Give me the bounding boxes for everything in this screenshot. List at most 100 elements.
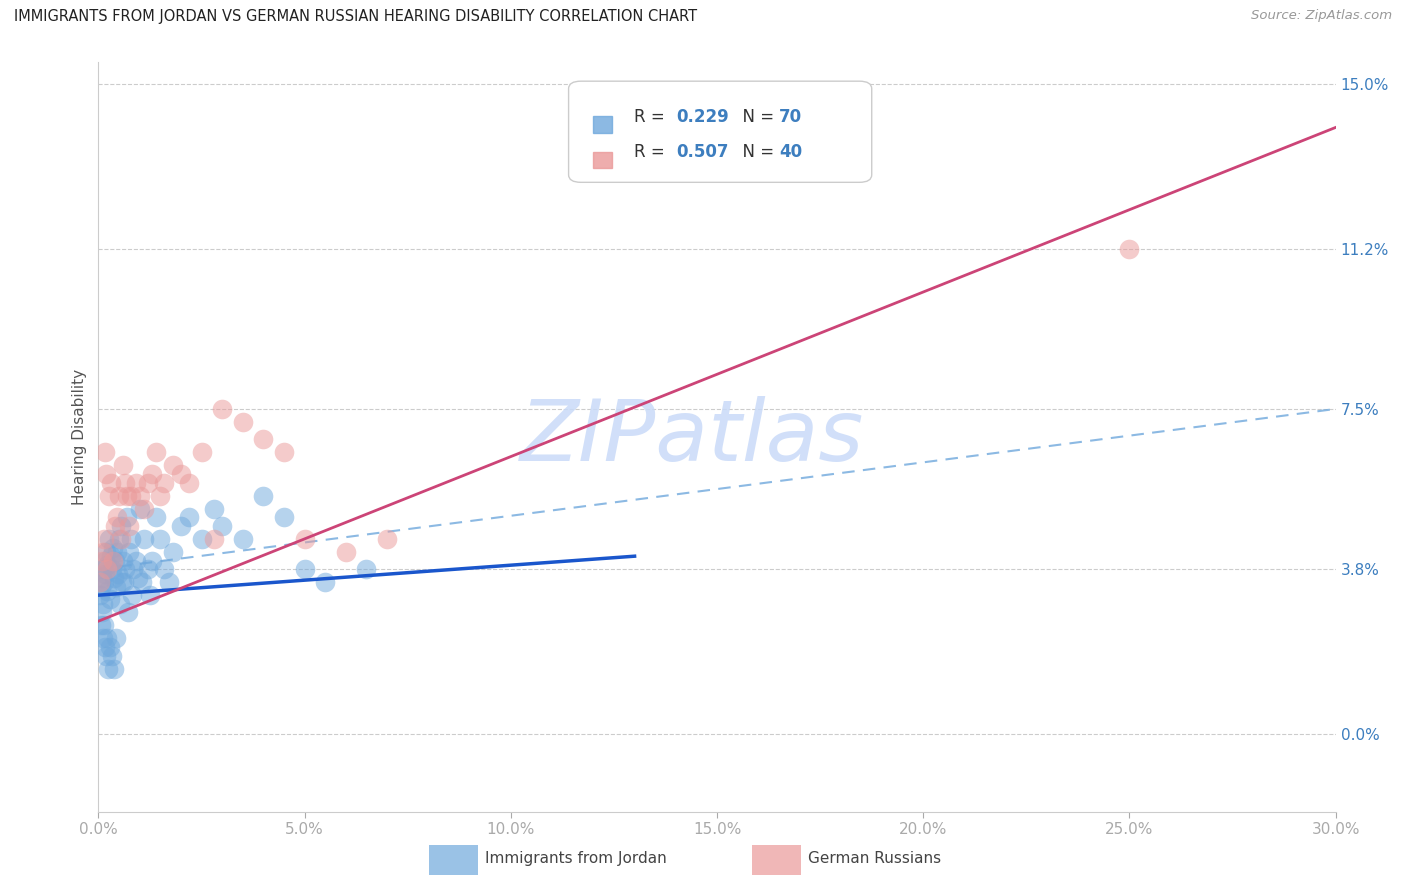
- Point: [122, 562, 145, 576]
- Point: [101, 553, 124, 567]
- Point: [170, 467, 193, 481]
- Point: [294, 532, 316, 546]
- Point: [111, 575, 134, 590]
- Text: N =: N =: [733, 144, 779, 161]
- FancyBboxPatch shape: [593, 152, 613, 168]
- Text: 70: 70: [779, 108, 801, 126]
- Point: [105, 545, 128, 559]
- Point: [90, 580, 112, 594]
- Point: [294, 562, 316, 576]
- Point: [94, 545, 117, 559]
- Point: [117, 606, 139, 620]
- Point: [118, 545, 141, 559]
- Point: [114, 475, 136, 490]
- Text: R =: R =: [634, 108, 671, 126]
- Point: [112, 575, 135, 590]
- Text: IMMIGRANTS FROM JORDAN VS GERMAN RUSSIAN HEARING DISABILITY CORRELATION CHART: IMMIGRANTS FROM JORDAN VS GERMAN RUSSIAN…: [14, 9, 697, 24]
- Point: [153, 562, 176, 576]
- Point: [273, 510, 295, 524]
- Point: [170, 519, 193, 533]
- Point: [108, 597, 131, 611]
- Point: [314, 575, 336, 590]
- Text: ZIPatlas: ZIPatlas: [520, 395, 865, 479]
- Point: [96, 558, 118, 572]
- Text: N =: N =: [733, 108, 779, 126]
- Point: [128, 501, 150, 516]
- Point: [103, 571, 125, 585]
- Point: [179, 475, 201, 490]
- Point: [121, 588, 143, 602]
- Point: [179, 510, 201, 524]
- Point: [94, 467, 117, 481]
- Point: [110, 532, 132, 546]
- Point: [100, 648, 122, 663]
- Bar: [752, 846, 801, 875]
- Point: [124, 475, 146, 490]
- Point: [90, 618, 112, 632]
- Point: [100, 475, 122, 490]
- Text: 0.229: 0.229: [676, 108, 728, 126]
- Point: [104, 632, 127, 646]
- Point: [89, 575, 111, 590]
- Point: [1118, 242, 1140, 256]
- Point: [91, 597, 114, 611]
- Point: [103, 662, 125, 676]
- Point: [104, 553, 127, 567]
- Point: [273, 445, 295, 459]
- Point: [93, 575, 115, 590]
- Point: [112, 553, 135, 567]
- Point: [93, 445, 115, 459]
- Point: [190, 532, 212, 546]
- Point: [145, 510, 167, 524]
- Text: Immigrants from Jordan: Immigrants from Jordan: [485, 851, 666, 866]
- Point: [356, 562, 378, 576]
- Point: [101, 541, 124, 555]
- Point: [90, 553, 112, 567]
- Text: 0.507: 0.507: [676, 144, 728, 161]
- Text: Source: ZipAtlas.com: Source: ZipAtlas.com: [1251, 9, 1392, 22]
- Point: [97, 532, 120, 546]
- Point: [149, 532, 172, 546]
- Point: [96, 583, 118, 598]
- Point: [93, 562, 115, 576]
- FancyBboxPatch shape: [593, 116, 613, 133]
- Point: [97, 662, 120, 676]
- Point: [105, 510, 128, 524]
- Point: [145, 445, 167, 459]
- Text: German Russians: German Russians: [808, 851, 942, 866]
- Point: [110, 519, 132, 533]
- Point: [93, 618, 115, 632]
- Point: [91, 545, 114, 559]
- Point: [120, 532, 142, 546]
- Point: [335, 545, 357, 559]
- Point: [89, 588, 111, 602]
- Point: [93, 532, 115, 546]
- Point: [96, 632, 118, 646]
- Point: [211, 401, 233, 416]
- Point: [90, 571, 112, 585]
- Point: [128, 489, 150, 503]
- Point: [94, 553, 117, 567]
- Point: [136, 475, 159, 490]
- Point: [141, 467, 163, 481]
- Point: [131, 575, 153, 590]
- Bar: [429, 846, 478, 875]
- Point: [132, 532, 155, 546]
- Point: [141, 553, 163, 567]
- Point: [96, 562, 118, 576]
- Point: [101, 562, 124, 576]
- Point: [162, 458, 184, 473]
- Point: [91, 606, 114, 620]
- Point: [139, 588, 162, 602]
- Point: [107, 566, 129, 581]
- Point: [132, 501, 155, 516]
- Point: [162, 545, 184, 559]
- Point: [117, 489, 139, 503]
- Text: 40: 40: [779, 144, 801, 161]
- Point: [114, 562, 136, 576]
- Point: [149, 489, 172, 503]
- Point: [96, 648, 118, 663]
- Text: R =: R =: [634, 144, 671, 161]
- Point: [97, 489, 120, 503]
- Point: [190, 445, 212, 459]
